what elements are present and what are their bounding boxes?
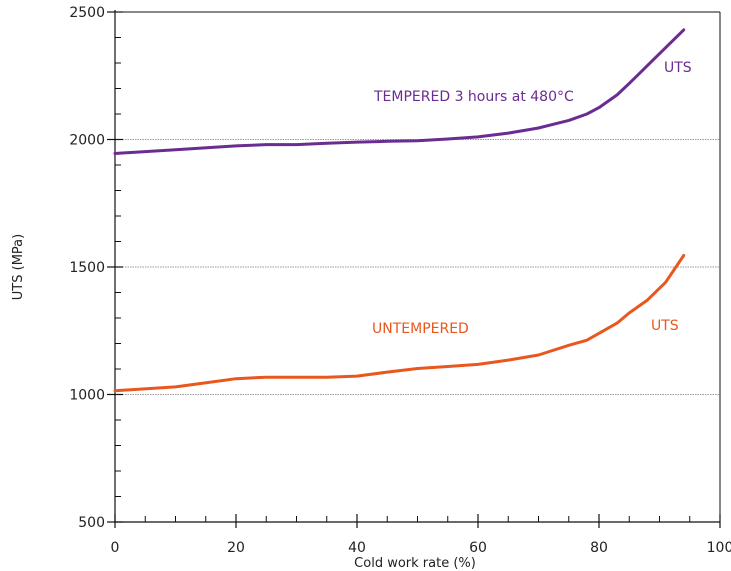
y-tick-label: 2500 (69, 5, 105, 21)
x-axis-title: Cold work rate (%) (354, 556, 476, 571)
gridlines (115, 139, 720, 395)
x-tick-label: 20 (227, 540, 245, 556)
y-tick-label: 500 (78, 515, 105, 531)
ticks: 0 20 40 60 80 100 500 1000 1500 2000 2500 (69, 5, 731, 556)
y-axis-title: UTS (MPa) (11, 234, 26, 300)
plot-frame (114, 10, 721, 523)
series-lines (113, 28, 686, 393)
untempered-series-label: UNTEMPERED (372, 321, 469, 337)
y-tick-label: 2000 (69, 133, 105, 149)
series-labels: TEMPERED 3 hours at 480°C UTS UNTEMPERED… (372, 60, 692, 337)
x-tick-label: 80 (590, 540, 608, 556)
x-tick-label: 100 (707, 540, 731, 556)
x-tick-label: 0 (111, 540, 120, 556)
x-tick-label: 60 (469, 540, 487, 556)
y-tick-label: 1000 (69, 388, 105, 404)
tempered-series-line (113, 28, 686, 155)
x-tick-label: 40 (348, 540, 366, 556)
tempered-series-label: TEMPERED 3 hours at 480°C (373, 89, 574, 105)
untempered-uts-label: UTS (651, 318, 679, 334)
tempered-uts-label: UTS (664, 60, 692, 76)
untempered-series-line (113, 254, 686, 393)
y-tick-label: 1500 (69, 260, 105, 276)
